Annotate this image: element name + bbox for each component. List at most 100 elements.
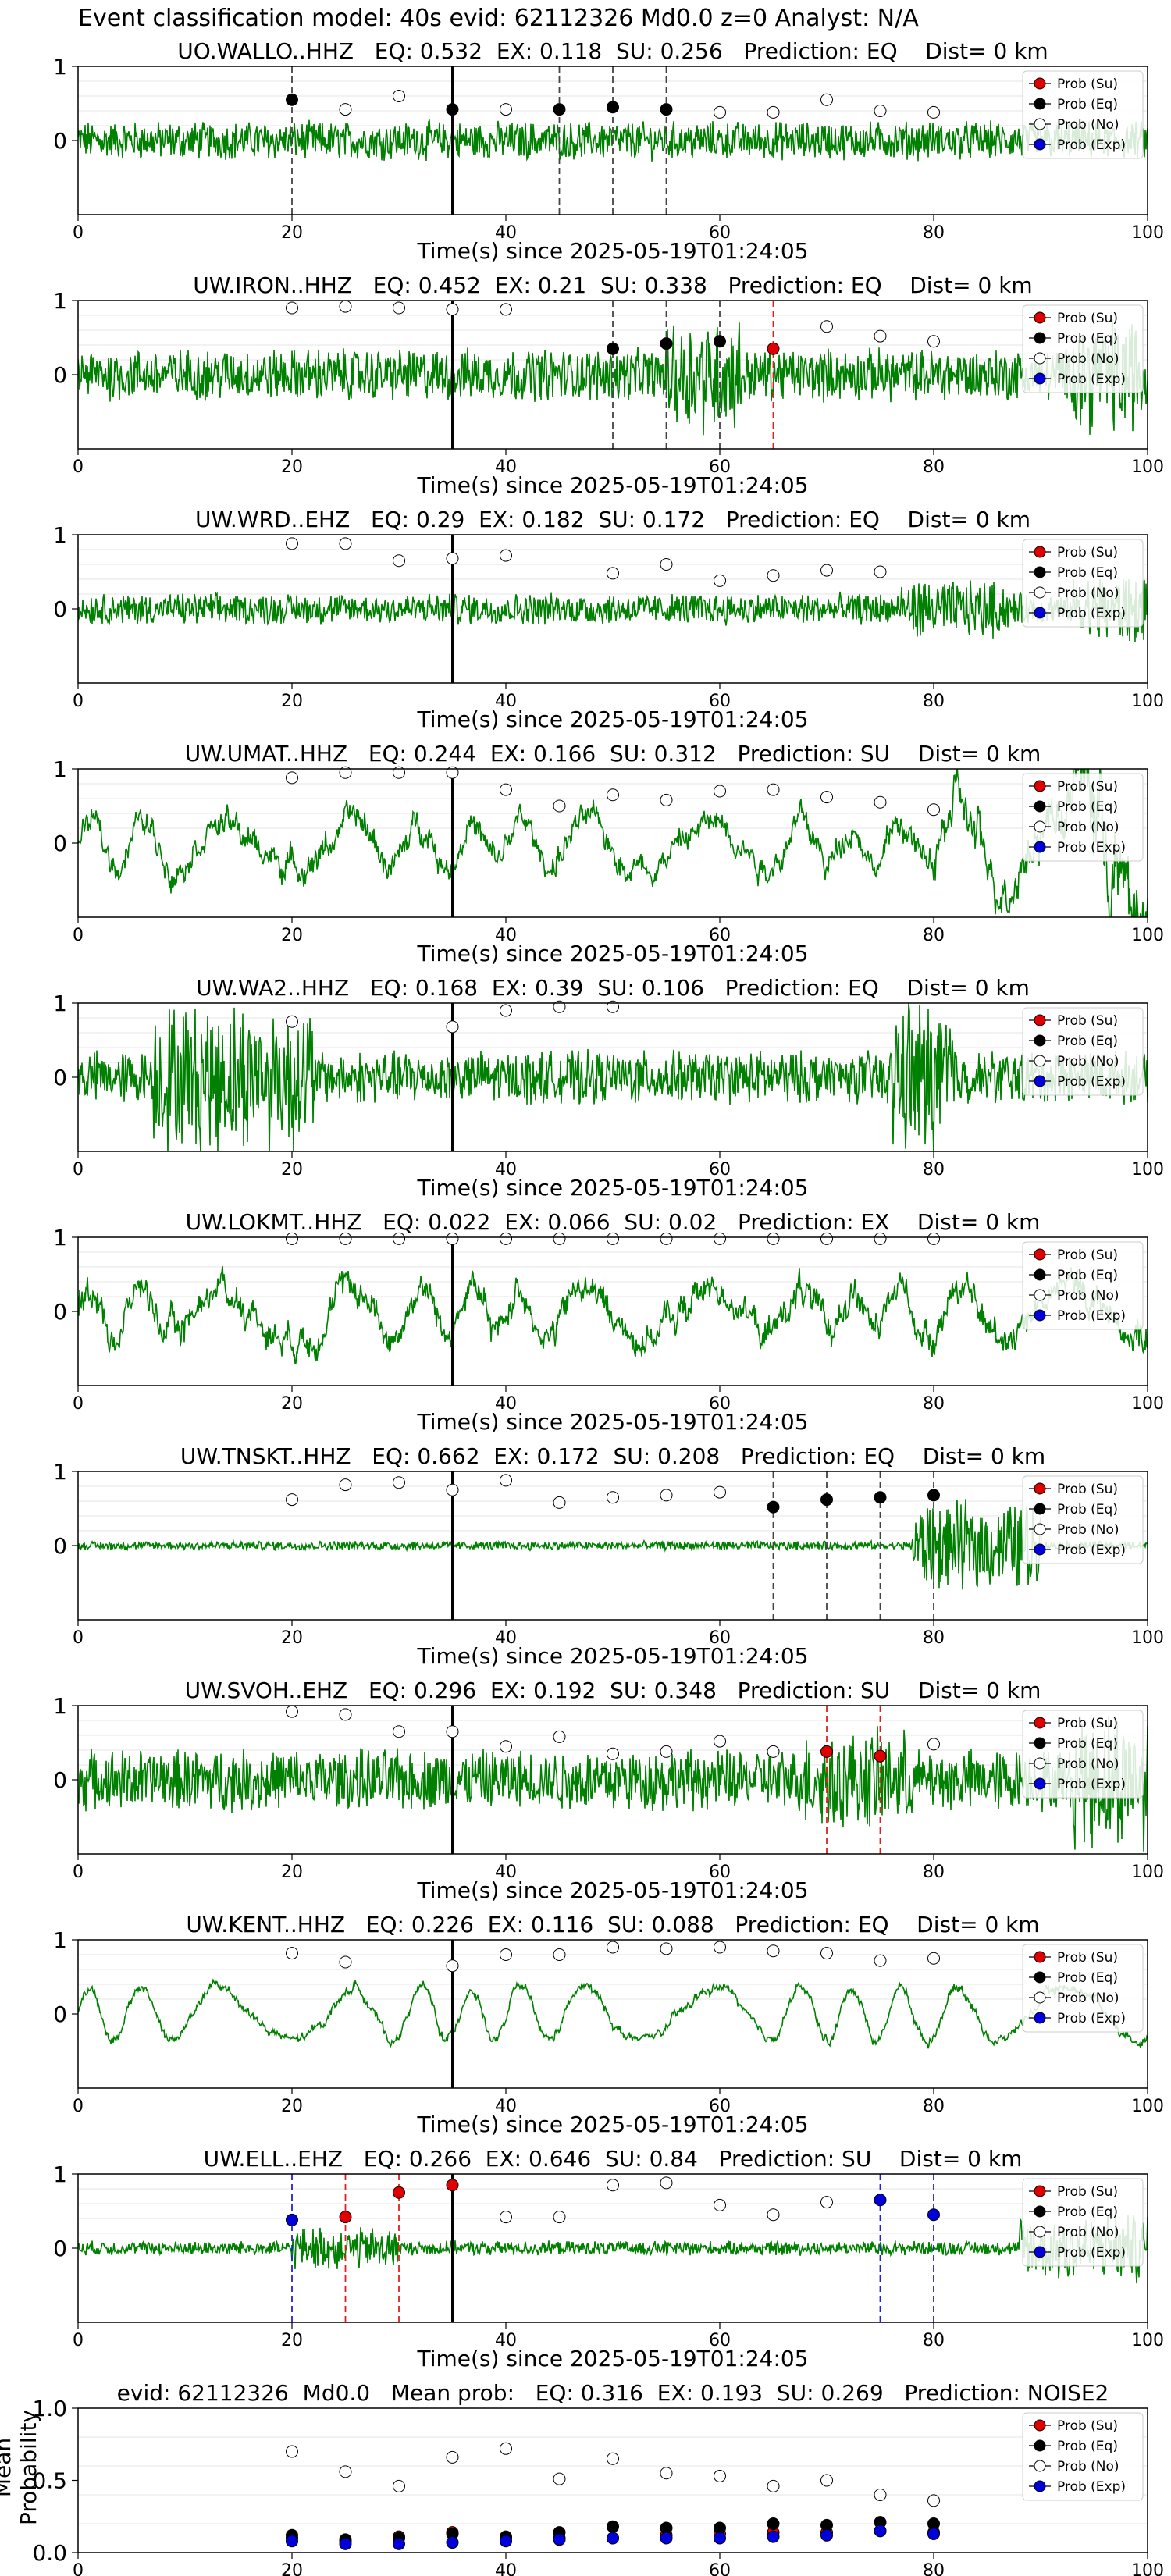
prob-point-no	[820, 93, 833, 106]
x-tick-label: 100	[1131, 2561, 1164, 2576]
legend-marker	[1034, 2185, 1046, 2197]
prob-point-eq	[874, 1491, 887, 1504]
prob-point-no	[500, 103, 512, 116]
x-tick-label: 80	[923, 1394, 945, 1414]
prob-point-no	[607, 1000, 619, 1013]
legend: Prob (Su) Prob (Eq) Prob (No) Prob (Exp)	[1022, 1944, 1144, 2033]
y-tick-label: 0.5	[32, 2468, 67, 2494]
legend-label: Prob (Eq)	[1057, 1970, 1118, 1986]
prob-point-no	[714, 105, 726, 119]
prob-point-no	[446, 1483, 459, 1496]
legend-label: Prob (Eq)	[1057, 1502, 1118, 1517]
legend-label: Prob (No)	[1057, 1288, 1119, 1304]
mean-prob-point-exp	[500, 2535, 512, 2548]
legend-marker	[1034, 2205, 1046, 2218]
legend-marker	[1034, 800, 1046, 813]
x-tick-label: 20	[281, 1394, 303, 1414]
mean-prob-point-exp	[927, 2527, 940, 2540]
legend-marker	[1034, 1757, 1046, 1770]
y-tick-label: 1	[53, 756, 67, 782]
x-tick-label: 40	[495, 2561, 517, 2576]
legend-label: Prob (No)	[1057, 1522, 1119, 1538]
x-tick-label: 80	[923, 2561, 945, 2576]
legend-label: Prob (Eq)	[1057, 2204, 1118, 2220]
x-axis-label: Time(s) since 2025-05-19T01:24:05	[417, 2112, 809, 2137]
x-tick-label: 20	[281, 223, 303, 243]
legend-label: Prob (Eq)	[1057, 1268, 1118, 1283]
x-tick-label: 100	[1131, 1863, 1164, 1882]
prob-point-exp	[927, 2208, 940, 2222]
waveform-trace	[78, 578, 1148, 643]
prob-point-no	[339, 766, 352, 779]
legend-label: Prob (No)	[1057, 585, 1119, 601]
prob-point-no	[286, 1015, 298, 1028]
legend-label: Prob (Exp)	[1057, 1074, 1126, 1090]
legend-marker	[1034, 1014, 1046, 1026]
x-tick-label: 40	[495, 2097, 517, 2116]
prob-point-no	[714, 1485, 726, 1499]
waveform-trace	[78, 1003, 1148, 1151]
panel-title: UW.SVOH..EHZ EQ: 0.296 EX: 0.192 SU: 0.3…	[184, 1678, 1041, 1703]
x-tick-label: 40	[495, 1160, 517, 1179]
y-tick-label: 0.0	[32, 2540, 67, 2566]
axes-frame	[77, 1236, 1148, 1386]
legend-marker	[1034, 607, 1046, 619]
prob-point-no	[500, 1474, 512, 1487]
legend-marker	[1034, 1482, 1046, 1495]
mean-prob-point-no	[660, 2467, 673, 2480]
x-tick-label: 60	[709, 926, 731, 945]
x-tick-label: 100	[1131, 926, 1164, 945]
prob-point-no	[500, 1232, 512, 1245]
y-tick-label: 0	[53, 596, 67, 622]
prob-point-no	[874, 329, 887, 343]
mean-prob-point-exp	[874, 2524, 887, 2538]
mean-prob-point-no	[446, 2450, 459, 2464]
waveform-trace	[78, 1716, 1148, 1852]
prob-point-no	[500, 1948, 512, 1961]
x-tick-label: 40	[495, 1628, 517, 1648]
x-tick-label: 60	[709, 2561, 731, 2576]
legend-marker	[1034, 2439, 1046, 2452]
y-tick-label: 1	[53, 1459, 67, 1485]
y-tick-label: 1	[53, 1225, 67, 1251]
legend-label: Prob (Exp)	[1057, 137, 1126, 153]
prob-point-no	[553, 1948, 566, 1961]
mean-prob-point-no	[927, 2494, 940, 2507]
x-axis-label: Time(s) since 2025-05-19T01:24:05	[417, 706, 809, 732]
legend-label: Prob (No)	[1057, 2459, 1119, 2475]
x-tick-label: 80	[923, 926, 945, 945]
x-tick-label: 20	[281, 1863, 303, 1882]
legend-marker	[1034, 138, 1046, 151]
prob-point-no	[393, 1232, 405, 1245]
legend-label: Prob (Exp)	[1057, 1542, 1126, 1558]
prob-point-no	[660, 1232, 673, 1245]
mean-prob-point-exp	[446, 2536, 459, 2549]
x-tick-label: 20	[281, 926, 303, 945]
legend-label: Prob (Eq)	[1057, 799, 1118, 815]
x-tick-label: 20	[281, 1628, 303, 1648]
legend-marker	[1034, 98, 1046, 110]
prob-point-eq	[286, 93, 298, 106]
prob-point-no	[660, 1745, 673, 1758]
prob-point-no	[446, 1959, 459, 1973]
y-tick-label: 0	[53, 1299, 67, 1325]
mean-prob-point-eq	[767, 2517, 780, 2530]
mean-prob-point-no	[714, 2469, 726, 2482]
prob-point-no	[874, 1232, 887, 1245]
x-tick-label: 100	[1131, 2331, 1164, 2350]
legend-label: Prob (Su)	[1057, 1482, 1118, 1497]
x-axis-label: Time(s) since 2025-05-19T01:24:05	[417, 1877, 809, 1903]
legend-label: Prob (Exp)	[1057, 1308, 1126, 1324]
prob-point-no	[767, 1232, 780, 1245]
x-tick-label: 40	[495, 2331, 517, 2350]
legend: Prob (Su) Prob (Eq) Prob (No) Prob (Exp)	[1022, 70, 1144, 159]
prob-point-no	[660, 793, 673, 806]
prob-point-no	[927, 803, 940, 817]
y-tick-label: 1	[53, 288, 67, 314]
mean-prob-point-no	[286, 2445, 298, 2458]
legend-label: Prob (Exp)	[1057, 840, 1126, 856]
